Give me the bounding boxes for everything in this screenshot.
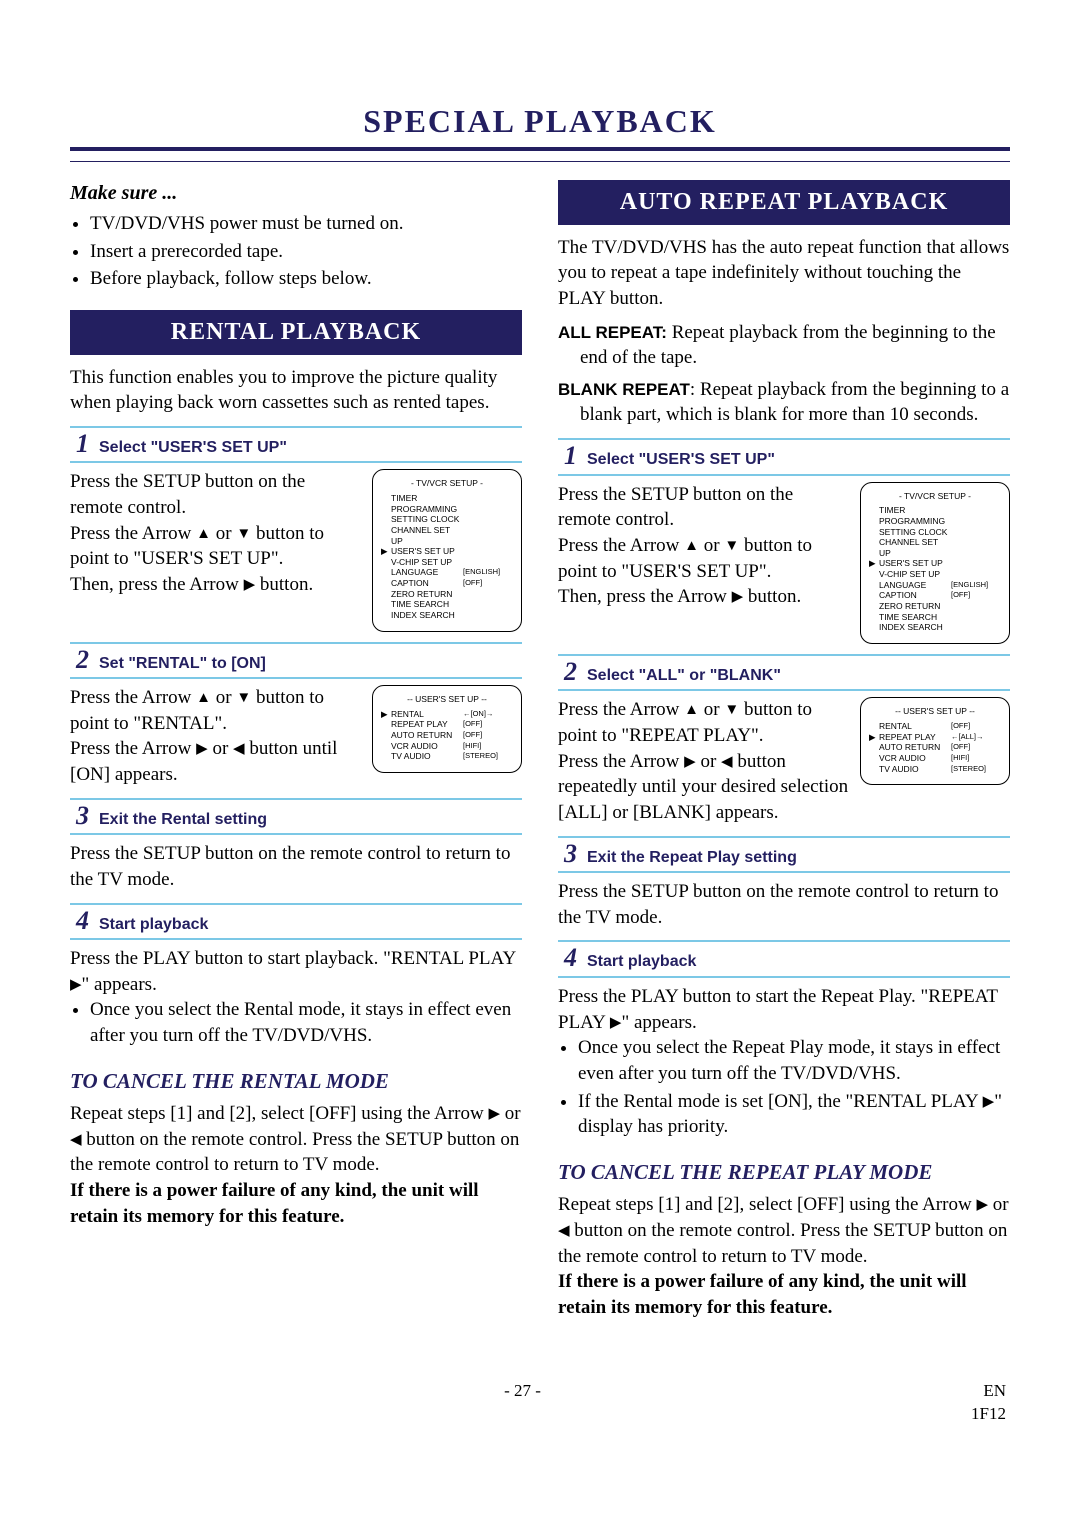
rental-intro: This function enables you to improve the…	[70, 365, 522, 416]
step-number: 4	[564, 945, 577, 971]
left-icon: ◀	[721, 754, 733, 770]
rental-step2-body: Press the Arrow ▲ or ▼ button to point t…	[70, 685, 522, 788]
step-label: Start playback	[99, 914, 208, 936]
footer-code: 1F12	[971, 1404, 1006, 1423]
text: Press the SETUP button on the remote con…	[558, 879, 1010, 930]
page-title: SPECIAL PLAYBACK	[70, 100, 1010, 151]
up-icon: ▲	[196, 690, 211, 706]
rental-step4-head: 4 Start playback	[70, 903, 522, 941]
step-label: Exit the Rental setting	[99, 809, 267, 831]
left-icon: ◀	[558, 1223, 570, 1239]
auto-intro: The TV/DVD/VHS has the auto repeat funct…	[558, 235, 1010, 312]
right-icon: ▶	[488, 1106, 500, 1122]
step-label: Select "USER'S SET UP"	[587, 449, 775, 471]
step-label: Exit the Repeat Play setting	[587, 847, 797, 869]
auto-step1-body: Press the SETUP button on the remote con…	[558, 482, 1010, 644]
blank-repeat-desc: BLANK REPEAT: Repeat playback from the b…	[558, 377, 1010, 428]
step-number: 1	[564, 443, 577, 469]
right-icon: ▶	[610, 1015, 622, 1031]
title-rule	[70, 161, 1010, 162]
list-item: If the Rental mode is set [ON], the "REN…	[578, 1089, 1010, 1140]
list-item: Once you select the Rental mode, it stay…	[90, 997, 522, 1048]
up-icon: ▲	[684, 538, 699, 554]
auto-step2-body: Press the Arrow ▲ or ▼ button to point t…	[558, 697, 1010, 825]
makesure-item: Before playback, follow steps below.	[90, 266, 522, 292]
rental-step1-head: 1 Select "USER'S SET UP"	[70, 426, 522, 464]
text: Press the Arrow ▲ or ▼ button to point t…	[558, 697, 850, 748]
up-icon: ▲	[196, 526, 211, 542]
columns: Make sure ... TV/DVD/VHS power must be t…	[70, 180, 1010, 1320]
step-number: 2	[564, 659, 577, 685]
osd-users-setup-rental: -- USER'S SET UP --▶RENTAL←[ON]→REPEAT P…	[372, 685, 522, 773]
auto-step3-head: 3 Exit the Repeat Play setting	[558, 836, 1010, 874]
text: Press the PLAY button to start the Repea…	[558, 984, 1010, 1035]
right-column: AUTO REPEAT PLAYBACK The TV/DVD/VHS has …	[558, 180, 1010, 1320]
rental-step4-list: Once you select the Rental mode, it stay…	[70, 997, 522, 1048]
osd-tvvcr-setup: - TV/VCR SETUP -TIMER PROGRAMMINGSETTING…	[372, 469, 522, 631]
down-icon: ▼	[724, 538, 739, 554]
right-icon: ▶	[983, 1094, 995, 1110]
left-icon: ◀	[70, 1132, 82, 1148]
rental-step1-body: Press the SETUP button on the remote con…	[70, 469, 522, 631]
auto-step1-head: 1 Select "USER'S SET UP"	[558, 438, 1010, 476]
all-repeat-desc: ALL REPEAT: Repeat playback from the beg…	[558, 320, 1010, 371]
text: Press the Arrow ▲ or ▼ button to point t…	[70, 521, 362, 572]
down-icon: ▼	[236, 690, 251, 706]
makesure-list: TV/DVD/VHS power must be turned on. Inse…	[70, 211, 522, 292]
right-icon: ▶	[196, 741, 208, 757]
auto-step4-head: 4 Start playback	[558, 940, 1010, 978]
text: Then, press the Arrow ▶ button.	[558, 584, 850, 610]
makesure-item: Insert a prerecorded tape.	[90, 239, 522, 265]
footer-lang: EN	[983, 1381, 1006, 1400]
up-icon: ▲	[684, 702, 699, 718]
text: Press the SETUP button on the remote con…	[70, 841, 522, 892]
right-icon: ▶	[244, 577, 256, 593]
down-icon: ▼	[724, 702, 739, 718]
page-number: - 27 -	[504, 1380, 541, 1426]
rental-step3-head: 3 Exit the Rental setting	[70, 798, 522, 836]
step-label: Set "RENTAL" to [ON]	[99, 653, 266, 675]
rental-step2-head: 2 Set "RENTAL" to [ON]	[70, 642, 522, 680]
step-number: 2	[76, 647, 89, 673]
text: Repeat steps [1] and [2], select [OFF] u…	[70, 1101, 522, 1178]
right-icon: ▶	[732, 589, 744, 605]
auto-cancel-heading: TO CANCEL THE REPEAT PLAY MODE	[558, 1158, 1010, 1186]
text: Press the Arrow ▲ or ▼ button to point t…	[558, 533, 850, 584]
right-icon: ▶	[70, 977, 82, 993]
text: Repeat steps [1] and [2], select [OFF] u…	[558, 1192, 1010, 1269]
step-number: 3	[564, 841, 577, 867]
text: Press the SETUP button on the remote con…	[558, 482, 850, 533]
down-icon: ▼	[236, 526, 251, 542]
right-icon: ▶	[976, 1197, 988, 1213]
step-label: Start playback	[587, 951, 696, 973]
osd-tvvcr-setup: - TV/VCR SETUP -TIMER PROGRAMMINGSETTING…	[860, 482, 1010, 644]
step-number: 1	[76, 431, 89, 457]
text: If there is a power failure of any kind,…	[70, 1178, 522, 1229]
text: Press the Arrow ▶ or ◀ button repeatedly…	[558, 749, 850, 826]
step-number: 3	[76, 803, 89, 829]
text: Press the Arrow ▶ or ◀ button until [ON]…	[70, 736, 362, 787]
text: Press the PLAY button to start playback.…	[70, 946, 522, 997]
text: If there is a power failure of any kind,…	[558, 1269, 1010, 1320]
step-label: Select "USER'S SET UP"	[99, 437, 287, 459]
makesure-item: TV/DVD/VHS power must be turned on.	[90, 211, 522, 237]
auto-step2-head: 2 Select "ALL" or "BLANK"	[558, 654, 1010, 692]
text: Press the Arrow ▲ or ▼ button to point t…	[70, 685, 362, 736]
right-icon: ▶	[684, 754, 696, 770]
step-number: 4	[76, 908, 89, 934]
rental-banner: RENTAL PLAYBACK	[70, 310, 522, 354]
left-icon: ◀	[233, 741, 245, 757]
osd-users-setup-repeat: -- USER'S SET UP --RENTAL[OFF]▶REPEAT PL…	[860, 697, 1010, 785]
makesure-heading: Make sure ...	[70, 180, 522, 207]
auto-step4-list: Once you select the Repeat Play mode, it…	[558, 1035, 1010, 1140]
page-footer: - 27 - EN 1F12	[70, 1380, 1010, 1426]
rental-cancel-heading: TO CANCEL THE RENTAL MODE	[70, 1067, 522, 1095]
left-column: Make sure ... TV/DVD/VHS power must be t…	[70, 180, 522, 1320]
text: Then, press the Arrow ▶ button.	[70, 572, 362, 598]
auto-banner: AUTO REPEAT PLAYBACK	[558, 180, 1010, 224]
step-label: Select "ALL" or "BLANK"	[587, 665, 781, 687]
text: Press the SETUP button on the remote con…	[70, 469, 362, 520]
list-item: Once you select the Repeat Play mode, it…	[578, 1035, 1010, 1086]
